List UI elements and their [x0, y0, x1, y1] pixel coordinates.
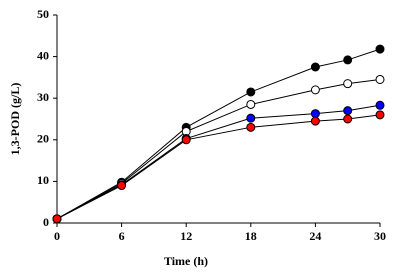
data-point [375, 44, 385, 54]
data-point [343, 55, 353, 65]
x-tick-label: 30 [374, 229, 386, 243]
data-point [310, 109, 320, 119]
data-point [343, 114, 353, 124]
x-tick-label: 6 [119, 229, 125, 243]
y-tick-label: 10 [37, 173, 49, 187]
data-point [246, 99, 256, 109]
x-tick-label: 24 [309, 229, 321, 243]
series-line [56, 78, 381, 220]
data-point [310, 116, 320, 126]
data-point [246, 113, 256, 123]
y-tick-label: 40 [37, 48, 49, 62]
x-tick-label: 12 [180, 229, 192, 243]
data-point [375, 74, 385, 84]
data-point [343, 106, 353, 116]
x-tick-label: 18 [245, 229, 257, 243]
data-point [246, 122, 256, 132]
data-point [375, 110, 385, 120]
y-tick-label: 50 [37, 7, 49, 21]
series-line [56, 104, 381, 220]
y-tick-label: 30 [37, 90, 49, 104]
data-point [310, 85, 320, 95]
x-axis-label: Time (h) [164, 254, 208, 268]
data-point [343, 79, 353, 89]
data-point [310, 62, 320, 72]
data-point [246, 87, 256, 97]
data-point [52, 214, 62, 224]
series-line [56, 114, 381, 220]
y-tick-label: 20 [37, 132, 49, 146]
data-point [375, 100, 385, 110]
data-point [117, 181, 127, 191]
x-tick-label: 0 [54, 229, 60, 243]
y-tick-label: 0 [43, 215, 49, 229]
data-point [181, 135, 191, 145]
y-axis-label: 1,3-POD (g/L) [8, 83, 22, 156]
